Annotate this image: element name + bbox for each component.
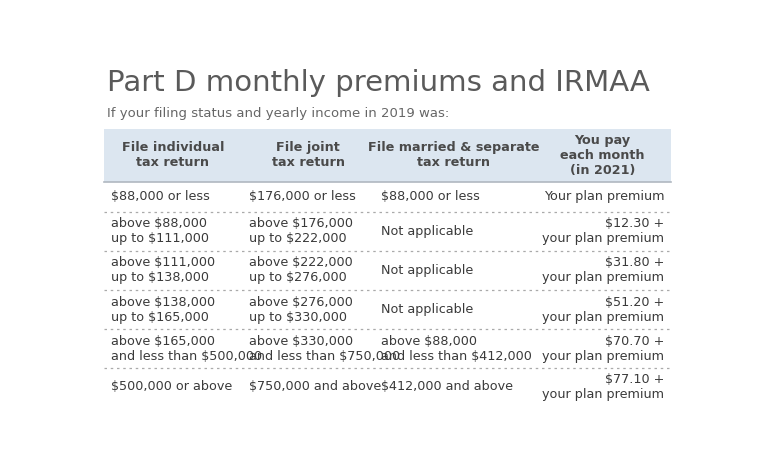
- Text: $31.80 +
your plan premium: $31.80 + your plan premium: [542, 257, 664, 284]
- Text: $176,000 or less: $176,000 or less: [249, 190, 356, 203]
- Text: above $111,000
up to $138,000: above $111,000 up to $138,000: [111, 257, 215, 284]
- Text: $51.20 +
your plan premium: $51.20 + your plan premium: [542, 296, 664, 324]
- Text: $500,000 or above: $500,000 or above: [111, 380, 232, 393]
- Text: $77.10 +
your plan premium: $77.10 + your plan premium: [542, 373, 664, 400]
- Text: above $138,000
up to $165,000: above $138,000 up to $165,000: [111, 296, 215, 324]
- Text: $70.70 +
your plan premium: $70.70 + your plan premium: [542, 335, 664, 363]
- Bar: [104, 368, 671, 405]
- Bar: [104, 329, 671, 368]
- Text: Your plan premium: Your plan premium: [543, 190, 664, 203]
- Text: If your filing status and yearly income in 2019 was:: If your filing status and yearly income …: [106, 107, 449, 120]
- Text: $88,000 or less: $88,000 or less: [111, 190, 209, 203]
- Text: Part D monthly premiums and IRMAA: Part D monthly premiums and IRMAA: [106, 69, 650, 97]
- Text: You pay
each month
(in 2021): You pay each month (in 2021): [560, 134, 644, 177]
- Text: above $330,000
and less than $750,000: above $330,000 and less than $750,000: [249, 335, 400, 363]
- Text: $412,000 and above: $412,000 and above: [381, 380, 513, 393]
- Text: above $176,000
up to $222,000: above $176,000 up to $222,000: [249, 217, 353, 245]
- Text: above $165,000
and less than $500,000: above $165,000 and less than $500,000: [111, 335, 262, 363]
- Bar: [104, 182, 671, 212]
- Text: Not applicable: Not applicable: [381, 303, 474, 316]
- Text: File joint
tax return: File joint tax return: [272, 141, 345, 170]
- Text: File individual
tax return: File individual tax return: [121, 141, 224, 170]
- Text: Not applicable: Not applicable: [381, 264, 474, 277]
- Text: $12.30 +
your plan premium: $12.30 + your plan premium: [542, 217, 664, 245]
- Text: $88,000 or less: $88,000 or less: [381, 190, 480, 203]
- Bar: [104, 212, 671, 251]
- Bar: [104, 251, 671, 290]
- Bar: [104, 129, 671, 182]
- Text: above $88,000
and less than $412,000: above $88,000 and less than $412,000: [381, 335, 532, 363]
- Text: File married & separate
tax return: File married & separate tax return: [368, 141, 540, 170]
- Text: Not applicable: Not applicable: [381, 225, 474, 238]
- Bar: [104, 290, 671, 329]
- Text: above $276,000
up to $330,000: above $276,000 up to $330,000: [249, 296, 353, 324]
- Text: above $222,000
up to $276,000: above $222,000 up to $276,000: [249, 257, 353, 284]
- Text: $750,000 and above: $750,000 and above: [249, 380, 381, 393]
- Text: above $88,000
up to $111,000: above $88,000 up to $111,000: [111, 217, 209, 245]
